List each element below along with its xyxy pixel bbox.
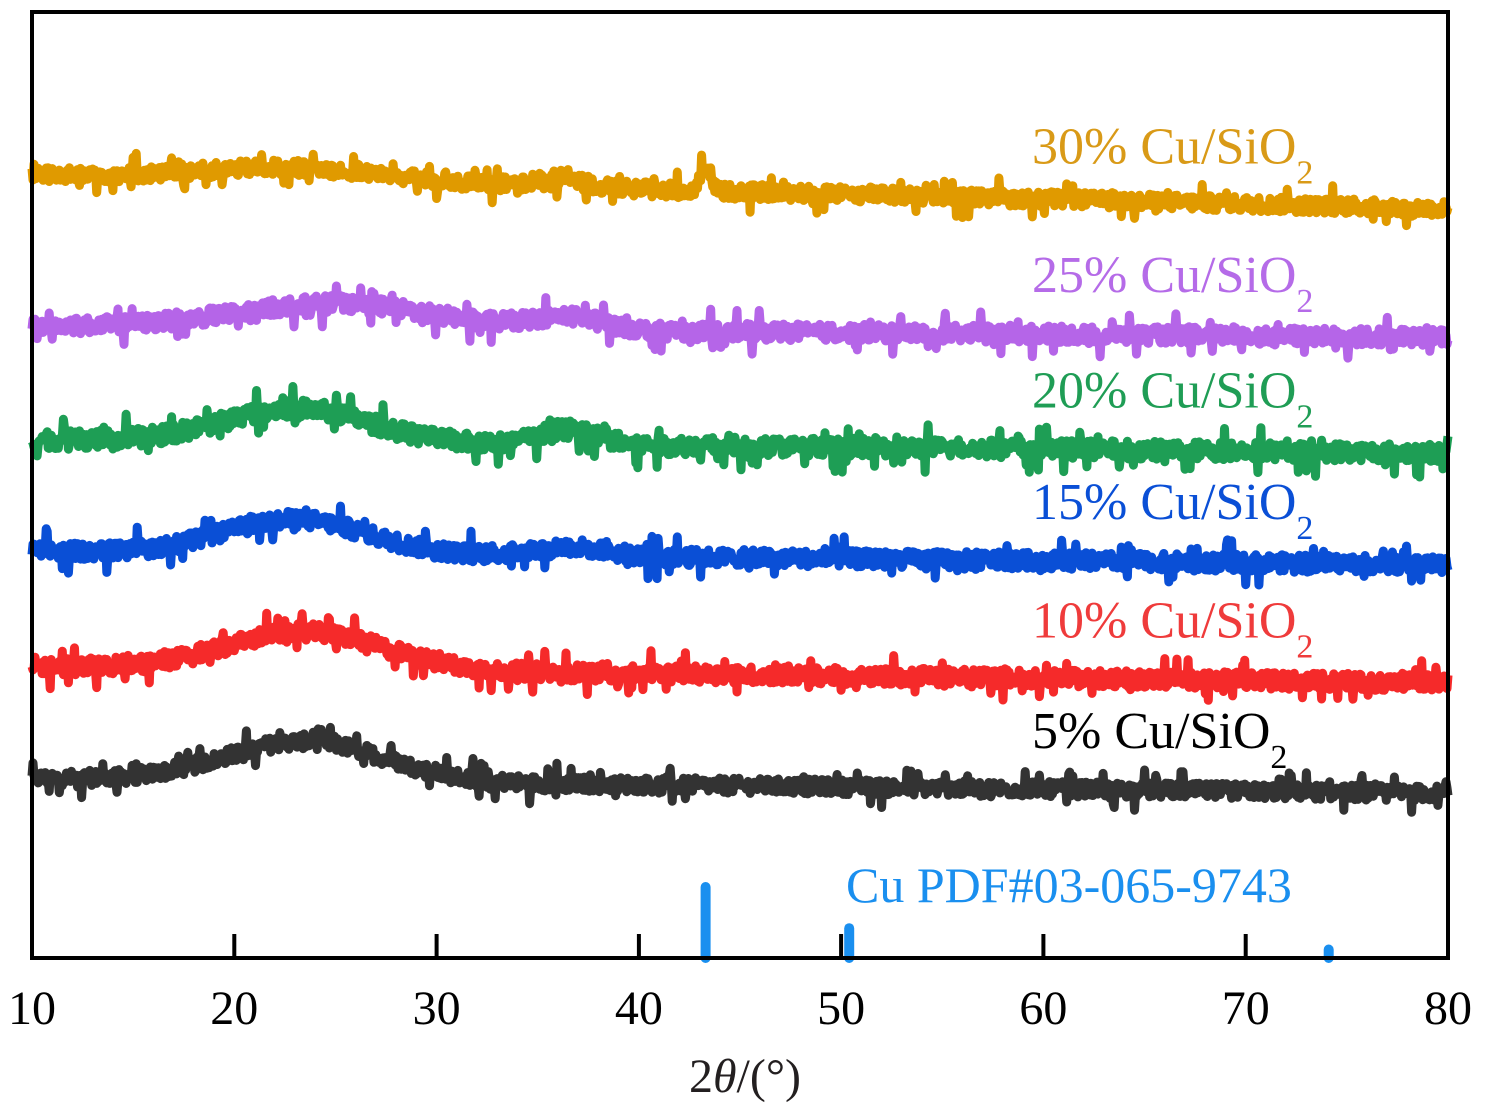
series-label-subscript: 2 [1296,398,1313,435]
series-label-main: 5% Cu/SiO [1032,703,1270,760]
x-tick-label: 70 [1222,982,1270,1035]
x-tick-label: 50 [817,982,865,1035]
series-label-subscript: 2 [1296,283,1313,320]
series-label: 10% Cu/SiO2 [1032,592,1313,665]
x-tick-label: 40 [615,982,663,1035]
series-label-subscript: 2 [1270,739,1287,776]
series-label-main: 30% Cu/SiO [1032,118,1296,175]
x-axis-title-suffix: /(°) [737,1050,802,1103]
series-line-20-cu-sio2 [28,382,1453,482]
plot-frame [30,10,1450,960]
series-label: 30% Cu/SiO2 [1032,118,1313,191]
x-tick-label: 80 [1424,982,1472,1035]
series-line-30-cu-sio2 [27,148,1453,231]
series-label-subscript: 2 [1296,510,1313,547]
reference-label: Cu PDF#03-065-9743 [846,857,1292,913]
series-label: 5% Cu/SiO2 [1032,703,1287,776]
x-tick-label: 60 [1019,982,1067,1035]
series-label-main: 10% Cu/SiO [1032,592,1296,649]
series-label: 20% Cu/SiO2 [1032,362,1313,435]
x-axis-title-prefix: 2 [689,1050,713,1103]
x-axis-ticks: 10 20 30 40 50 60 70 80 [8,934,1472,1035]
series-label-subscript: 2 [1296,628,1313,665]
series-line-5-cu-sio2 [27,722,1453,817]
series-layer [27,148,1453,817]
series-label: 25% Cu/SiO2 [1032,247,1313,320]
series-label-subscript: 2 [1296,154,1313,191]
series-label: 15% Cu/SiO2 [1032,474,1313,547]
series-line-10-cu-sio2 [27,608,1453,705]
x-axis-title-theta: θ [713,1050,737,1103]
series-label-main: 25% Cu/SiO [1032,247,1296,304]
series-label-main: 15% Cu/SiO [1032,474,1296,531]
x-tick-label: 10 [8,982,56,1035]
x-tick-label: 30 [413,982,461,1035]
series-line-15-cu-sio2 [27,501,1453,590]
series-label-main: 20% Cu/SiO [1032,362,1296,419]
series-line-25-cu-sio2 [27,281,1453,363]
x-tick-label: 20 [210,982,258,1035]
x-axis-title: 2θ/(°) [689,1050,801,1103]
